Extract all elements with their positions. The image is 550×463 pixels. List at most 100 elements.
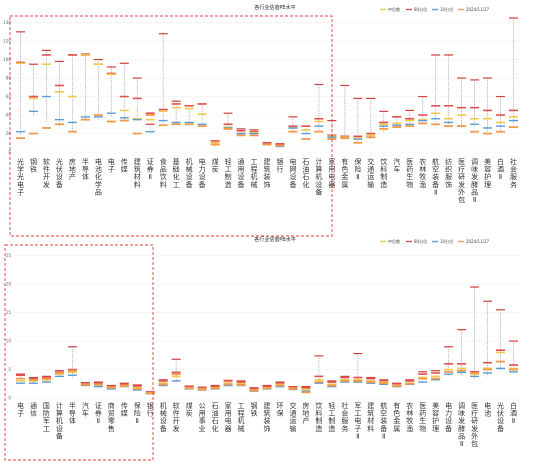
category-label: 汽 <box>82 401 89 410</box>
category-label: 轻 <box>328 401 335 410</box>
category-label: Ⅱ <box>434 188 437 196</box>
category-label: 信 <box>30 409 37 418</box>
category-label: 生 <box>406 172 413 181</box>
category-label: 设 <box>289 172 296 181</box>
category-label: 软 <box>173 401 180 410</box>
category-label: 电 <box>17 180 24 189</box>
category-label: 油 <box>302 165 309 174</box>
category-label: 设 <box>445 416 452 425</box>
category-label: 开 <box>173 417 180 425</box>
category-label: 造 <box>328 424 335 433</box>
category-label: 器 <box>225 425 232 433</box>
category-label: 建 <box>264 401 271 410</box>
category-label: 事 <box>199 416 206 425</box>
category-label: 会 <box>341 409 348 418</box>
category-label: 装 <box>380 416 387 425</box>
category-label: 生 <box>419 416 426 425</box>
category-label: 疗 <box>458 165 465 174</box>
category-label: 算 <box>56 409 63 418</box>
highlight-box <box>4 244 154 461</box>
legend-label: 80分位 <box>414 6 427 12</box>
category-label: 设 <box>186 172 193 181</box>
category-label: 险 <box>354 165 361 174</box>
category-label: 容 <box>484 165 491 174</box>
category-label: 制 <box>315 416 322 425</box>
category-label: 医 <box>458 158 465 166</box>
category-label: 品 <box>471 188 478 196</box>
category-label: 金 <box>393 416 400 425</box>
category-label: Ⅱ <box>97 417 100 425</box>
category-label: 造 <box>225 180 232 189</box>
category-label: 包 <box>471 439 478 448</box>
category-label: 铁 <box>251 409 258 418</box>
category-label: 味 <box>458 409 465 418</box>
category-label: 发 <box>173 424 180 433</box>
category-label: 化 <box>212 424 219 433</box>
category-label: 渔 <box>406 424 413 433</box>
category-label: 饮 <box>160 172 167 181</box>
category-label: 备 <box>445 424 452 433</box>
category-label: 网 <box>289 166 296 174</box>
y-tick-label: 20 <box>6 131 12 136</box>
category-label: 煤 <box>212 157 219 166</box>
category-label: 子 <box>17 188 24 196</box>
category-label: 空 <box>380 409 387 418</box>
category-label: 工 <box>225 166 232 174</box>
category-label: 美 <box>484 157 491 166</box>
category-label: 电 <box>17 401 24 410</box>
category-label: 服 <box>341 417 348 425</box>
category-label: 备 <box>380 424 387 433</box>
category-label: 林 <box>419 165 426 174</box>
category-label: 调 <box>471 157 478 166</box>
category-label: 纺 <box>445 157 452 166</box>
category-label: 社 <box>510 157 517 166</box>
category-label: 光 <box>17 172 24 181</box>
category-label: 发 <box>471 172 478 181</box>
category-label: 药 <box>419 409 426 418</box>
category-label: 味 <box>471 165 478 174</box>
category-label: 造 <box>315 424 322 433</box>
category-label: 导 <box>69 410 76 418</box>
category-label: 机 <box>56 416 63 425</box>
category-label: 服 <box>510 173 517 181</box>
category-label: 设 <box>160 416 167 425</box>
category-label: 产 <box>69 172 76 181</box>
category-label: 备 <box>315 187 322 196</box>
category-label: 子 <box>108 166 115 174</box>
category-label: 饰 <box>264 424 271 433</box>
y-tick-label: 5 <box>8 367 11 372</box>
category-label: 工 <box>251 158 258 166</box>
category-label: 理 <box>484 181 491 189</box>
category-label: 有 <box>341 157 348 166</box>
category-label: 通 <box>238 157 245 166</box>
category-label: 装 <box>264 172 271 181</box>
category-label: 料 <box>367 424 374 433</box>
category-label: 设 <box>56 172 63 181</box>
category-label: 属 <box>393 425 400 433</box>
category-label: 交 <box>367 157 374 166</box>
category-label: 工 <box>238 402 245 410</box>
category-label: 银 <box>147 401 154 410</box>
category-label: 械 <box>160 409 167 418</box>
category-label: 通 <box>367 165 374 174</box>
category-label: 通 <box>30 401 37 410</box>
category-label: 炭 <box>186 410 193 418</box>
category-label: 牧 <box>406 416 413 425</box>
category-label: 研 <box>458 173 465 181</box>
category-label: 媒 <box>121 165 128 174</box>
category-label: 容 <box>432 409 439 418</box>
category-label: 制 <box>225 172 232 181</box>
category-label: 输 <box>367 180 374 189</box>
category-label: 房 <box>302 401 309 410</box>
category-label: 建 <box>264 157 271 166</box>
category-label: 贸 <box>108 409 115 418</box>
category-label: 医 <box>406 158 413 166</box>
category-label: 础 <box>173 165 180 174</box>
category-label: 空 <box>432 165 439 174</box>
chart-title: 各行业估值PB水平 <box>254 236 295 243</box>
category-label: 学 <box>17 165 24 174</box>
category-label: 药 <box>406 165 413 174</box>
category-label: 服 <box>445 173 452 181</box>
category-label: 航 <box>380 401 387 410</box>
category-label: 酒 <box>510 410 517 418</box>
